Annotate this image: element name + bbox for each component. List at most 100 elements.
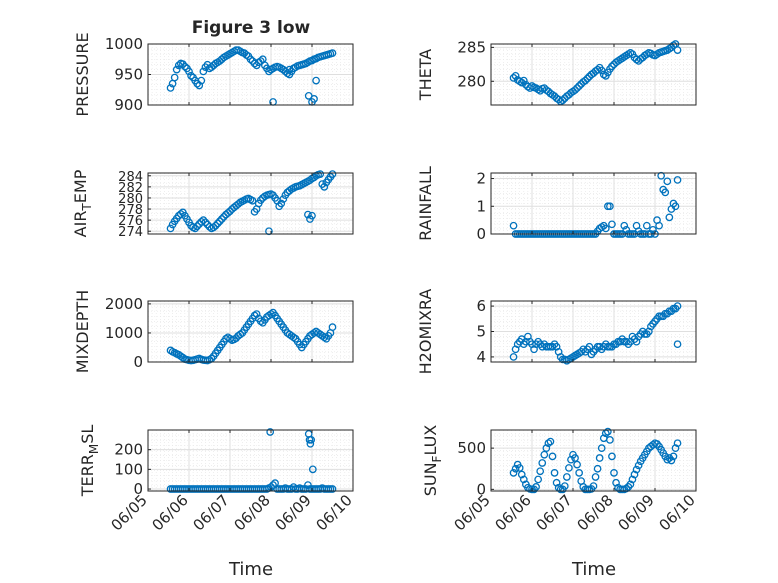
data-point <box>209 223 218 232</box>
data-point <box>166 346 175 355</box>
data-point <box>224 209 232 217</box>
y-tick-label: 282 <box>118 181 143 196</box>
data-point <box>673 176 682 184</box>
data-point <box>603 427 612 436</box>
data-point <box>256 57 265 65</box>
data-point <box>172 65 181 74</box>
y-tick-label: 500 <box>457 439 486 457</box>
data-point <box>166 224 175 233</box>
data-point <box>571 454 579 462</box>
y-tick-label: 284 <box>118 170 143 185</box>
data-point <box>308 465 317 474</box>
data-point <box>610 469 618 477</box>
data-point <box>581 76 590 85</box>
data-point <box>285 65 294 74</box>
y-tick-label: 2000 <box>105 295 143 313</box>
data-point <box>642 221 651 230</box>
data-point <box>232 334 240 343</box>
data-point <box>591 473 600 481</box>
data-point <box>585 342 594 351</box>
data-point <box>532 483 540 491</box>
data-point <box>673 46 682 54</box>
data-point <box>663 177 672 186</box>
data-point <box>593 65 602 74</box>
data-point <box>252 310 261 318</box>
data-point <box>597 444 606 452</box>
data-point <box>661 188 670 197</box>
data-point <box>673 340 682 349</box>
data-point <box>601 224 610 233</box>
data-point <box>575 82 584 90</box>
data-point <box>199 216 208 224</box>
axes-box <box>490 43 697 106</box>
subplot-rainfall: 0 1 2 RAINFALL <box>416 166 697 243</box>
y-axis-label: RAINFALL <box>416 166 435 241</box>
data-point <box>328 170 337 178</box>
data-point <box>519 475 528 484</box>
data-point <box>320 183 329 191</box>
data-point <box>620 221 629 230</box>
data-point <box>304 481 312 489</box>
data-point <box>509 469 518 477</box>
y-tick-label: 2 <box>476 170 486 188</box>
data-point <box>308 211 316 220</box>
data-point <box>630 470 639 479</box>
data-point <box>289 333 298 342</box>
y-tick-label: 0 <box>476 480 486 498</box>
data-point <box>215 217 224 226</box>
y-tick-label: 0 <box>476 225 486 243</box>
data-point <box>575 469 584 477</box>
data-point <box>511 72 520 80</box>
data-point <box>185 67 193 76</box>
data-point <box>509 74 518 82</box>
data-point <box>538 459 547 467</box>
data-point <box>608 62 616 71</box>
data-point <box>328 49 337 58</box>
data-point <box>179 353 187 362</box>
y-tick-label: 1000 <box>105 324 143 342</box>
data-point <box>655 221 663 230</box>
axes-box <box>490 429 697 492</box>
y-tick-label: 950 <box>114 66 143 84</box>
data-point <box>320 333 329 342</box>
subplot-pressure: 900 950 1000 PRESSURE <box>73 32 354 117</box>
data-point <box>279 195 288 203</box>
data-point <box>567 455 575 464</box>
data-point <box>517 470 526 479</box>
data-point <box>667 456 676 465</box>
data-point <box>181 62 189 71</box>
data-point <box>199 67 208 76</box>
data-point <box>573 84 581 92</box>
data-point <box>509 221 518 230</box>
data-point <box>593 464 602 473</box>
data-point <box>589 482 598 490</box>
subplot-h2omixra: 4 5 6 H2OMIXRA <box>416 289 697 374</box>
y-tick-label: 278 <box>118 203 143 218</box>
data-point <box>176 210 185 218</box>
data-point <box>256 196 265 205</box>
y-axis-label: SUNFLUX <box>421 425 444 497</box>
data-point <box>193 222 202 231</box>
data-point <box>606 202 614 211</box>
y-tick-label: 200 <box>114 441 143 459</box>
data-point <box>166 84 175 92</box>
data-point <box>509 353 518 361</box>
data-point <box>191 224 199 233</box>
y-tick-label: 1000 <box>105 35 143 53</box>
data-point <box>536 467 545 476</box>
data-point <box>211 221 220 230</box>
data-point <box>552 478 561 487</box>
data-point <box>312 76 320 85</box>
y-axis-label: MIXDEPTH <box>73 290 92 373</box>
data-point <box>195 81 204 90</box>
data-point <box>197 76 206 85</box>
data-point <box>248 196 257 205</box>
y-tick-label: 900 <box>114 96 143 114</box>
data-point <box>277 199 286 208</box>
y-tick-label: 100 <box>114 460 143 478</box>
data-point <box>220 212 228 221</box>
data-point <box>562 473 571 481</box>
data-point <box>236 330 245 339</box>
